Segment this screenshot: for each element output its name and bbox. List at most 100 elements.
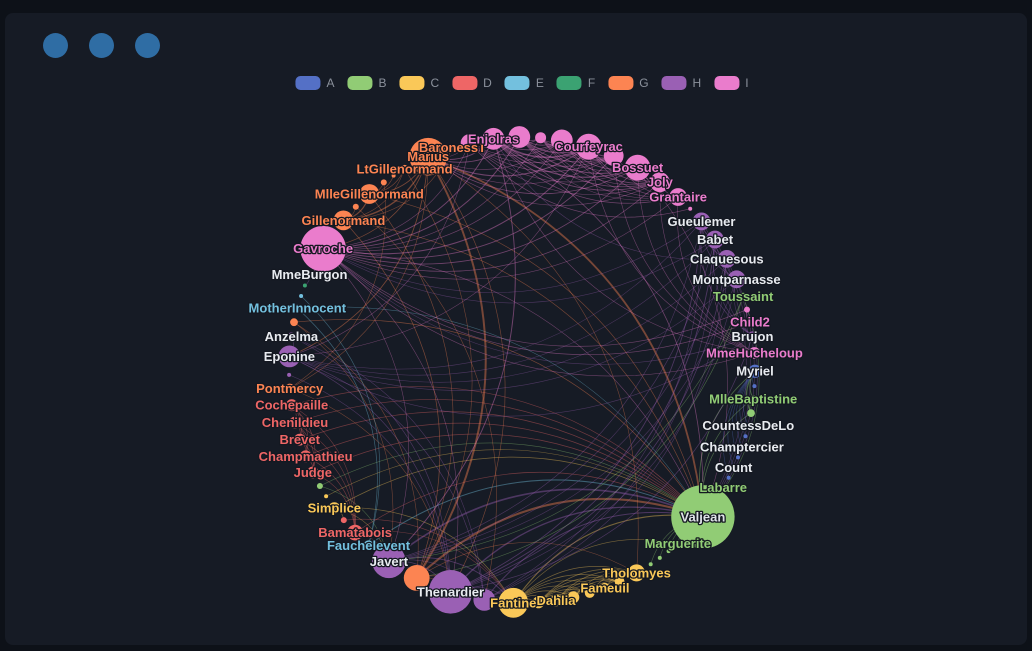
window-dot-1[interactable] (43, 33, 68, 58)
graph-node-Simplice[interactable] (328, 502, 341, 514)
graph-node-MmeDeR[interactable] (666, 549, 671, 554)
graph-node-BaronessT[interactable] (449, 144, 456, 151)
graph-node-Courfeyrac[interactable] (575, 133, 602, 160)
graph-node-Bahorel[interactable] (603, 145, 624, 166)
node-label-Simplice: Simplice (308, 501, 361, 516)
graph-node-Prouvaire[interactable] (535, 132, 547, 144)
graph-node-Brevet[interactable] (293, 433, 306, 446)
graph-node-MmeHucheloup[interactable] (748, 347, 761, 359)
window-controls (43, 33, 160, 58)
graph-node-MmeThenardier[interactable] (473, 589, 496, 611)
graph-node-Valjean[interactable] (671, 485, 735, 549)
graph-node-Gillenormand[interactable] (333, 210, 354, 231)
graph-node-Count[interactable] (731, 465, 736, 470)
graph-node-Claquesous[interactable] (717, 250, 736, 268)
graph-node-Magnon[interactable] (352, 203, 359, 210)
graph-node-Gavroche[interactable] (300, 225, 346, 272)
graph-node-Cosette[interactable] (403, 565, 430, 591)
graph-labels: Myriel MlleBaptistine CountessDeLo Champter… (247, 130, 804, 612)
legend-item-F[interactable]: F (556, 76, 595, 90)
window-dot-2[interactable] (89, 33, 114, 58)
graph-node-Gribier[interactable] (299, 294, 304, 298)
graph-node-Perpetue[interactable] (340, 517, 347, 524)
window-dot-3[interactable] (135, 33, 160, 58)
graph-node-Eponine[interactable] (278, 345, 301, 368)
graph-node-MlleBaptistine[interactable] (749, 395, 758, 403)
graph-node-Grantaire[interactable] (669, 188, 687, 206)
graph-node-MmeBurgon[interactable] (306, 271, 313, 278)
legend-item-I[interactable]: I (714, 76, 749, 90)
graph-node-Bamatabois[interactable] (347, 524, 363, 541)
graph-node-Zephine[interactable] (532, 596, 545, 609)
node-label-Myriel: Myriel (736, 364, 774, 379)
graph-node-MotherInnocent[interactable] (293, 304, 302, 313)
legend-item-E[interactable]: E (504, 76, 544, 90)
graph-node-Marius[interactable] (409, 137, 448, 176)
graph-node-Scaufflaire[interactable] (324, 494, 329, 499)
graph-node-Javert[interactable] (372, 544, 406, 579)
graph-node-Gueulemer[interactable] (692, 212, 711, 231)
graph-node-Cochepaille[interactable] (285, 399, 298, 412)
graph-node-Geborand[interactable] (743, 434, 748, 439)
graph-node-Child2[interactable] (747, 319, 753, 326)
graph-node-Jondrette[interactable] (302, 283, 307, 288)
graph-node-Bossuet[interactable] (624, 154, 651, 181)
graph-node-Woman2[interactable] (290, 318, 298, 327)
legend-item-C[interactable]: C (399, 76, 439, 90)
graph-node-Pontmercy[interactable] (284, 383, 295, 394)
graph-node-Marguerite[interactable] (674, 540, 681, 547)
graph-node-Woman1[interactable] (316, 483, 323, 489)
graph-node-Thenardier[interactable] (428, 570, 473, 614)
graph-node-Fauchelevent[interactable] (363, 540, 374, 551)
graph-node-Champmathieu[interactable] (299, 450, 312, 463)
graph-node-CountessDeLo[interactable] (746, 423, 751, 428)
legend-item-B[interactable]: B (347, 76, 386, 90)
graph-node-MotherPlutarch[interactable] (688, 206, 693, 211)
graph-node-MlleGillenormand[interactable] (359, 184, 380, 204)
graph-node-Myriel[interactable] (748, 364, 762, 378)
graph-node-Fameuil[interactable] (600, 582, 610, 593)
graph-node-Dahlia[interactable] (550, 594, 562, 607)
graph-edge (484, 258, 728, 601)
graph-node-Brujon[interactable] (747, 331, 758, 342)
legend-label: I (745, 76, 749, 90)
graph-node-Isabeau[interactable] (657, 555, 662, 560)
graph-edge (294, 399, 704, 518)
graph-node-Chenildieu[interactable] (289, 416, 301, 429)
graph-node-Gervais[interactable] (648, 562, 653, 567)
graph-node-Boulatruelle[interactable] (287, 372, 292, 377)
graph-node-Feuilly[interactable] (550, 129, 573, 152)
legend-item-A[interactable]: A (295, 76, 334, 90)
graph-edge (322, 181, 661, 272)
graph-node-Favourite[interactable] (567, 591, 580, 604)
graph-node-Toussaint[interactable] (739, 292, 747, 301)
graph-node-Cravatte[interactable] (736, 455, 740, 460)
graph-node-MmePontmercy[interactable] (380, 179, 387, 186)
graph-node-Combeferre[interactable] (508, 126, 531, 148)
node-label-Fantine: Fantine (490, 595, 536, 610)
legend-item-D[interactable]: D (452, 76, 492, 90)
graph-node-Judge[interactable] (306, 466, 319, 479)
graph-node-Joly[interactable] (650, 172, 670, 193)
graph-node-Blacheville[interactable] (584, 588, 595, 598)
graph-node-Mabeuf[interactable] (460, 134, 479, 152)
legend-item-G[interactable]: G (608, 76, 649, 90)
graph-node-Tholomyes[interactable] (628, 564, 645, 582)
graph-node-MlleVaubois[interactable] (391, 173, 396, 178)
graph-node-Napoleon[interactable] (752, 384, 757, 389)
graph-edge (300, 295, 381, 546)
graph-node-Anzelma[interactable] (287, 332, 296, 341)
graph-node-Labarre[interactable] (721, 485, 726, 490)
graph-node-Champtercier[interactable] (739, 445, 744, 449)
graph-node-Babet[interactable] (706, 230, 724, 249)
graph-node-OldMan[interactable] (726, 475, 731, 480)
graph-node-Child1[interactable] (744, 306, 750, 313)
graph-node-MmeMagloire[interactable] (747, 409, 755, 417)
graph-edge (450, 279, 737, 593)
graph-node-Listolier[interactable] (614, 576, 625, 587)
graph-node-LtGillenormand[interactable] (400, 164, 409, 173)
graph-node-Fantine[interactable] (498, 587, 529, 618)
graph-node-Enjolras[interactable] (482, 127, 505, 150)
graph-node-Montparnasse[interactable] (727, 270, 746, 289)
legend-item-H[interactable]: H (661, 76, 701, 90)
